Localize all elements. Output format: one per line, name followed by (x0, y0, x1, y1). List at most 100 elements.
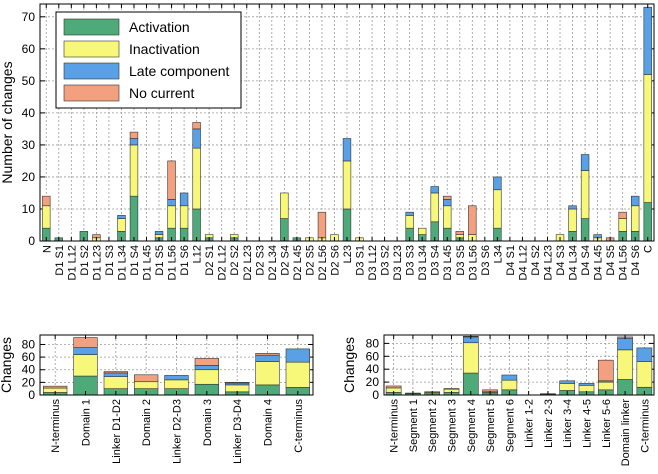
bar-no-current-linker-d1-d2 (103, 371, 128, 374)
bar-inactivation-linker-d3-d4 (225, 384, 250, 393)
bar-late-component-domain-3 (194, 365, 219, 371)
x-category-label: D1 S6 (179, 245, 191, 276)
y-tick-label: 60 (366, 349, 380, 363)
bar-inactivation-d4-l56 (618, 218, 627, 232)
y-tick-label: 80 (22, 337, 36, 351)
x-category-label: D3 S6 (480, 245, 492, 276)
x-category-label: Linker D3-D4 (232, 399, 244, 464)
bar-inactivation-n (42, 205, 51, 229)
y-tick-label: 0 (28, 234, 35, 248)
bar-late-component-d1-l56 (167, 199, 176, 207)
bar-inactivation-linker-3-4 (559, 383, 576, 391)
x-category-label: D4 S5 (605, 245, 617, 276)
x-category-label: D4 L45 (593, 245, 605, 280)
legend-label-no-current: No current (129, 85, 194, 101)
bar-inactivation-segment-6 (501, 379, 518, 391)
bar-late-component-linker-d1-d2 (103, 372, 128, 377)
bar-inactivation-d3-s3 (405, 215, 414, 229)
y-axis-label: Number of changes (0, 61, 15, 183)
axes-frame (39, 334, 314, 396)
bar-inactivation-segment-4 (462, 342, 479, 374)
x-category-label: N-terminus (50, 399, 62, 453)
legend-swatch-late-component (63, 62, 120, 80)
bar-inactivation-c (643, 74, 652, 203)
y-tick-label: 0 (28, 388, 35, 402)
y-tick-label: 70 (22, 10, 36, 24)
bar-late-component-d3-l45 (443, 199, 452, 207)
y-tick-label: 40 (22, 106, 36, 120)
bar-activation-l12 (192, 208, 201, 242)
bar-inactivation-domain-4 (255, 361, 280, 386)
x-category-label: D2 S3 (254, 245, 266, 276)
x-category-label: D1 L34 (116, 245, 128, 280)
x-category-label: Segment 5 (485, 399, 497, 452)
bar-no-current-domain-1 (73, 337, 98, 348)
x-category-label: D1 S2 (79, 245, 91, 276)
bar-no-current-d3-l45 (443, 195, 452, 200)
bar-inactivation-d1-l34 (117, 218, 126, 232)
axes-frame (383, 334, 655, 396)
bar-late-component-segment-6 (501, 374, 518, 381)
bar-inactivation-d4-s6 (631, 205, 640, 232)
legend-swatch-activation (63, 18, 120, 36)
bar-no-current-d3-s5 (455, 231, 464, 235)
bar-no-current-d2-l56 (317, 211, 327, 239)
x-category-label: C-terminus (293, 399, 305, 453)
legend: Activation Inactivation Late component N… (55, 11, 242, 109)
bar-late-component-domain-linker (617, 337, 633, 351)
bar-late-component-segment-3 (443, 388, 460, 390)
bar-inactivation-domain-1 (73, 354, 98, 377)
y-tick-label: 0 (372, 388, 379, 402)
x-category-label: D4 S6 (630, 245, 642, 276)
x-category-label: D1 L45 (142, 245, 154, 280)
bar-no-current-d1-s4 (129, 131, 139, 139)
x-category-label: D3 L34 (417, 245, 429, 280)
bar-late-component-c (643, 6, 652, 75)
bar-inactivation-domain-3 (194, 369, 219, 385)
y-tick-label: 40 (366, 362, 380, 376)
bar-inactivation-linker-d1-d2 (103, 376, 128, 389)
x-category-label: D1 L56 (167, 245, 179, 280)
bar-inactivation-c-terminus (285, 361, 310, 388)
x-category-label: L12 (192, 245, 204, 263)
x-category-label: Linker 4-5 (582, 399, 594, 448)
bar-inactivation-d3-l45 (443, 205, 452, 229)
x-category-label: C (643, 245, 655, 253)
x-category-label: D2 S6 (329, 245, 341, 276)
bar-no-current-d4-l56 (618, 211, 627, 219)
bar-inactivation-d3-s4 (430, 192, 439, 223)
x-category-label: D1 L12 (66, 245, 78, 280)
x-category-label: Linker 3-4 (562, 399, 574, 448)
bar-late-component-d4-l34 (568, 205, 577, 210)
x-category-label: L23 (342, 245, 354, 263)
bar-late-component-l23 (342, 138, 352, 162)
bar-inactivation-linker-5-6 (597, 381, 614, 391)
x-category-label: D2 S4 (279, 245, 291, 276)
x-category-label: D3 L12 (367, 245, 379, 280)
bar-late-component-domain-1 (73, 347, 98, 355)
x-category-label: D4 S1 (505, 245, 517, 276)
x-category-label: D1 L23 (91, 245, 103, 280)
x-category-label: D3 S1 (355, 245, 367, 276)
bar-late-component-c-terminus (636, 347, 653, 362)
x-category-label: D2 L56 (317, 245, 329, 280)
x-category-label: L34 (492, 245, 504, 263)
x-category-label: Domain 4 (263, 399, 275, 446)
bar-late-component-d3-s3 (405, 211, 414, 216)
bar-no-current-l12 (192, 122, 201, 130)
x-category-label: Domain 3 (202, 399, 214, 446)
bar-inactivation-d2-s4 (280, 192, 289, 219)
bar-no-current-d1-l56 (167, 160, 176, 200)
bar-inactivation-l12 (192, 147, 201, 210)
x-category-label: D3 L56 (467, 245, 479, 280)
bar-no-current-n-terminus (385, 385, 402, 389)
x-category-label: N (41, 245, 53, 253)
bar-no-current-d3-l56 (468, 205, 477, 235)
bar-no-current-n-terminus (43, 385, 68, 389)
x-category-label: Segment 6 (504, 399, 516, 452)
x-category-label: D3 L23 (392, 245, 404, 280)
x-category-label: D4 L34 (568, 245, 580, 280)
bar-no-current-linker-5-6 (597, 359, 614, 382)
